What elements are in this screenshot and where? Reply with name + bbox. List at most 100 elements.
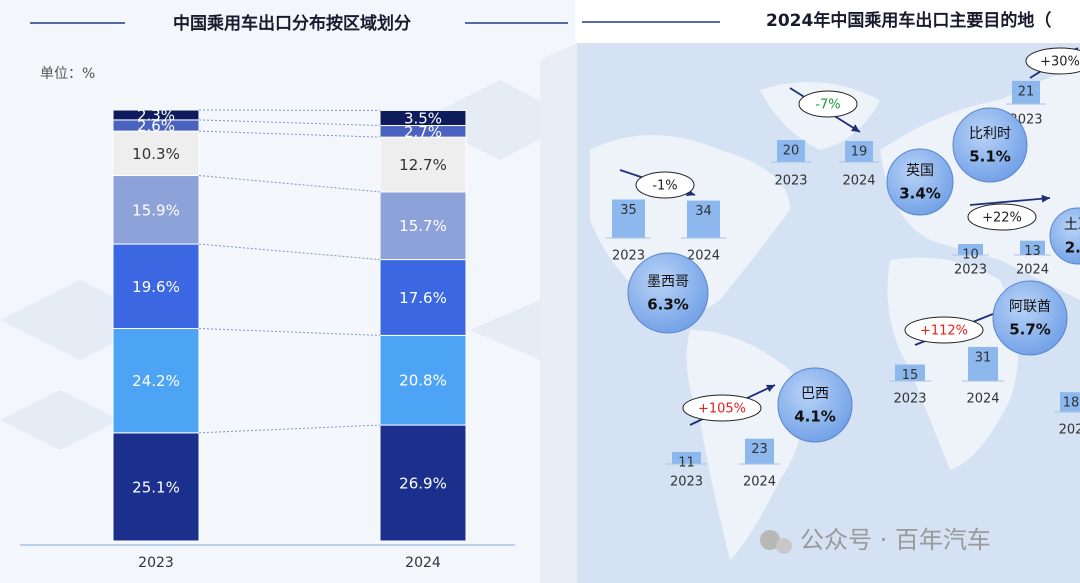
change-oval [967, 203, 1037, 231]
change-oval [904, 316, 984, 344]
bar-value: 21 [1018, 84, 1035, 99]
mini-bar [968, 346, 998, 381]
bubble: 比利时 5.1% [952, 107, 1028, 183]
bubble-name: 巴西 [801, 386, 829, 402]
bar-value: 31 [975, 350, 992, 365]
bar-value: 15 [902, 368, 919, 383]
mini-bar [672, 451, 701, 464]
change-oval [798, 90, 858, 118]
bar-value: 18 [1063, 396, 1080, 411]
change-label: +30% [1040, 55, 1080, 70]
marker: 20 2023 19 2024 -7% [771, 87, 879, 189]
watermark: 公众号 · 百年汽车 [760, 526, 991, 554]
bubble-circle [1049, 207, 1080, 265]
bubble-circle [627, 252, 709, 334]
bubble-circle [886, 148, 954, 216]
data-label: 17.6% [399, 289, 447, 307]
marker: 15 2023 31 2024 +112% [889, 307, 1009, 407]
bar-segment [379, 334, 467, 426]
mini-bar [1020, 240, 1045, 255]
mini-bar [777, 140, 805, 162]
bubble-share: 3.4% [899, 185, 941, 203]
x-tick-label: 2024 [405, 555, 441, 571]
data-label: 19.6% [132, 278, 180, 296]
bar-segment [379, 424, 467, 542]
change-oval [682, 394, 762, 422]
data-label: 26.9% [399, 475, 447, 493]
bubble-share: 5.1% [969, 148, 1011, 166]
marker: 18 202 [1054, 392, 1080, 438]
bar-segment [112, 432, 200, 542]
data-label: 24.2% [132, 372, 180, 390]
mini-bar [845, 141, 873, 162]
mini-bar [958, 244, 983, 255]
map-title: 2024年中国乘用车出口主要目的地（ [766, 10, 1051, 31]
data-label: 20.8% [399, 372, 447, 390]
data-label: 2.7% [404, 123, 442, 141]
bubble: 墨西哥 6.3% [627, 252, 709, 334]
mini-bar [745, 438, 774, 464]
bar-value: 23 [751, 442, 768, 457]
marker: 35 2023 34 2024 -1% [606, 169, 726, 264]
change-oval [635, 171, 695, 199]
data-label: 3.5% [404, 109, 442, 127]
bar-segment [379, 191, 467, 261]
bubble-name: 土耳 [1064, 217, 1080, 233]
data-label: 15.9% [132, 201, 180, 219]
panel-shadow [540, 43, 577, 583]
bar-value: 13 [1024, 244, 1041, 259]
bubble-circle [777, 367, 853, 443]
x-tick-label: 2023 [138, 555, 174, 571]
data-label: 12.7% [399, 156, 447, 174]
data-label: 10.3% [132, 145, 180, 163]
year-label: 2023 [774, 174, 807, 189]
bubble-name: 比利时 [969, 126, 1011, 142]
bar-segment [379, 136, 467, 193]
year-label: 2024 [842, 174, 875, 189]
bar-value: 20 [783, 144, 800, 159]
year-label: 202 [1059, 423, 1080, 438]
change-label: +22% [982, 211, 1022, 226]
change-oval [1025, 47, 1080, 75]
bubble: 巴西 4.1% [777, 367, 853, 443]
mini-bar [687, 200, 720, 238]
bar-value: 35 [620, 203, 637, 218]
bar-value: 34 [695, 204, 712, 219]
mini-bar [1012, 80, 1040, 104]
unit-label: 单位：% [40, 66, 95, 82]
mini-bar [1060, 392, 1080, 412]
bubble-circle [992, 280, 1068, 356]
mini-bar [895, 364, 925, 381]
trend-arrow [969, 197, 1051, 206]
bg-pattern [0, 80, 575, 450]
year-label: 2024 [687, 249, 720, 264]
mini-bar [612, 199, 645, 238]
data-label: 2.6% [137, 117, 175, 135]
bubble-share: 2.3 [1065, 239, 1080, 257]
bar-value: 10 [962, 248, 979, 263]
bar-segment [112, 328, 200, 434]
bar-segment [379, 259, 467, 336]
change-label: -7% [815, 98, 840, 113]
arrow-head [851, 124, 860, 132]
data-label: 25.1% [132, 478, 180, 496]
year-label: 2024 [1016, 263, 1049, 278]
watermark-text: 公众号 · 百年汽车 [800, 526, 991, 554]
bubble: 阿联酋 5.7% [992, 280, 1068, 356]
change-label: -1% [652, 179, 677, 194]
arrow-head [766, 384, 775, 392]
data-label: 15.7% [399, 217, 447, 235]
year-label: 2024 [743, 475, 776, 490]
bubble: 英国 3.4% [886, 148, 954, 216]
bubble-circle [952, 107, 1028, 183]
bar-value: 19 [851, 145, 868, 160]
data-label: 2.3% [137, 106, 175, 124]
bar-value: 11 [678, 455, 695, 470]
chart-title: 中国乘用车出口分布按区域划分 [173, 13, 411, 34]
bubble-name: 阿联酋 [1009, 298, 1051, 315]
year-label: 2023 [612, 249, 645, 264]
